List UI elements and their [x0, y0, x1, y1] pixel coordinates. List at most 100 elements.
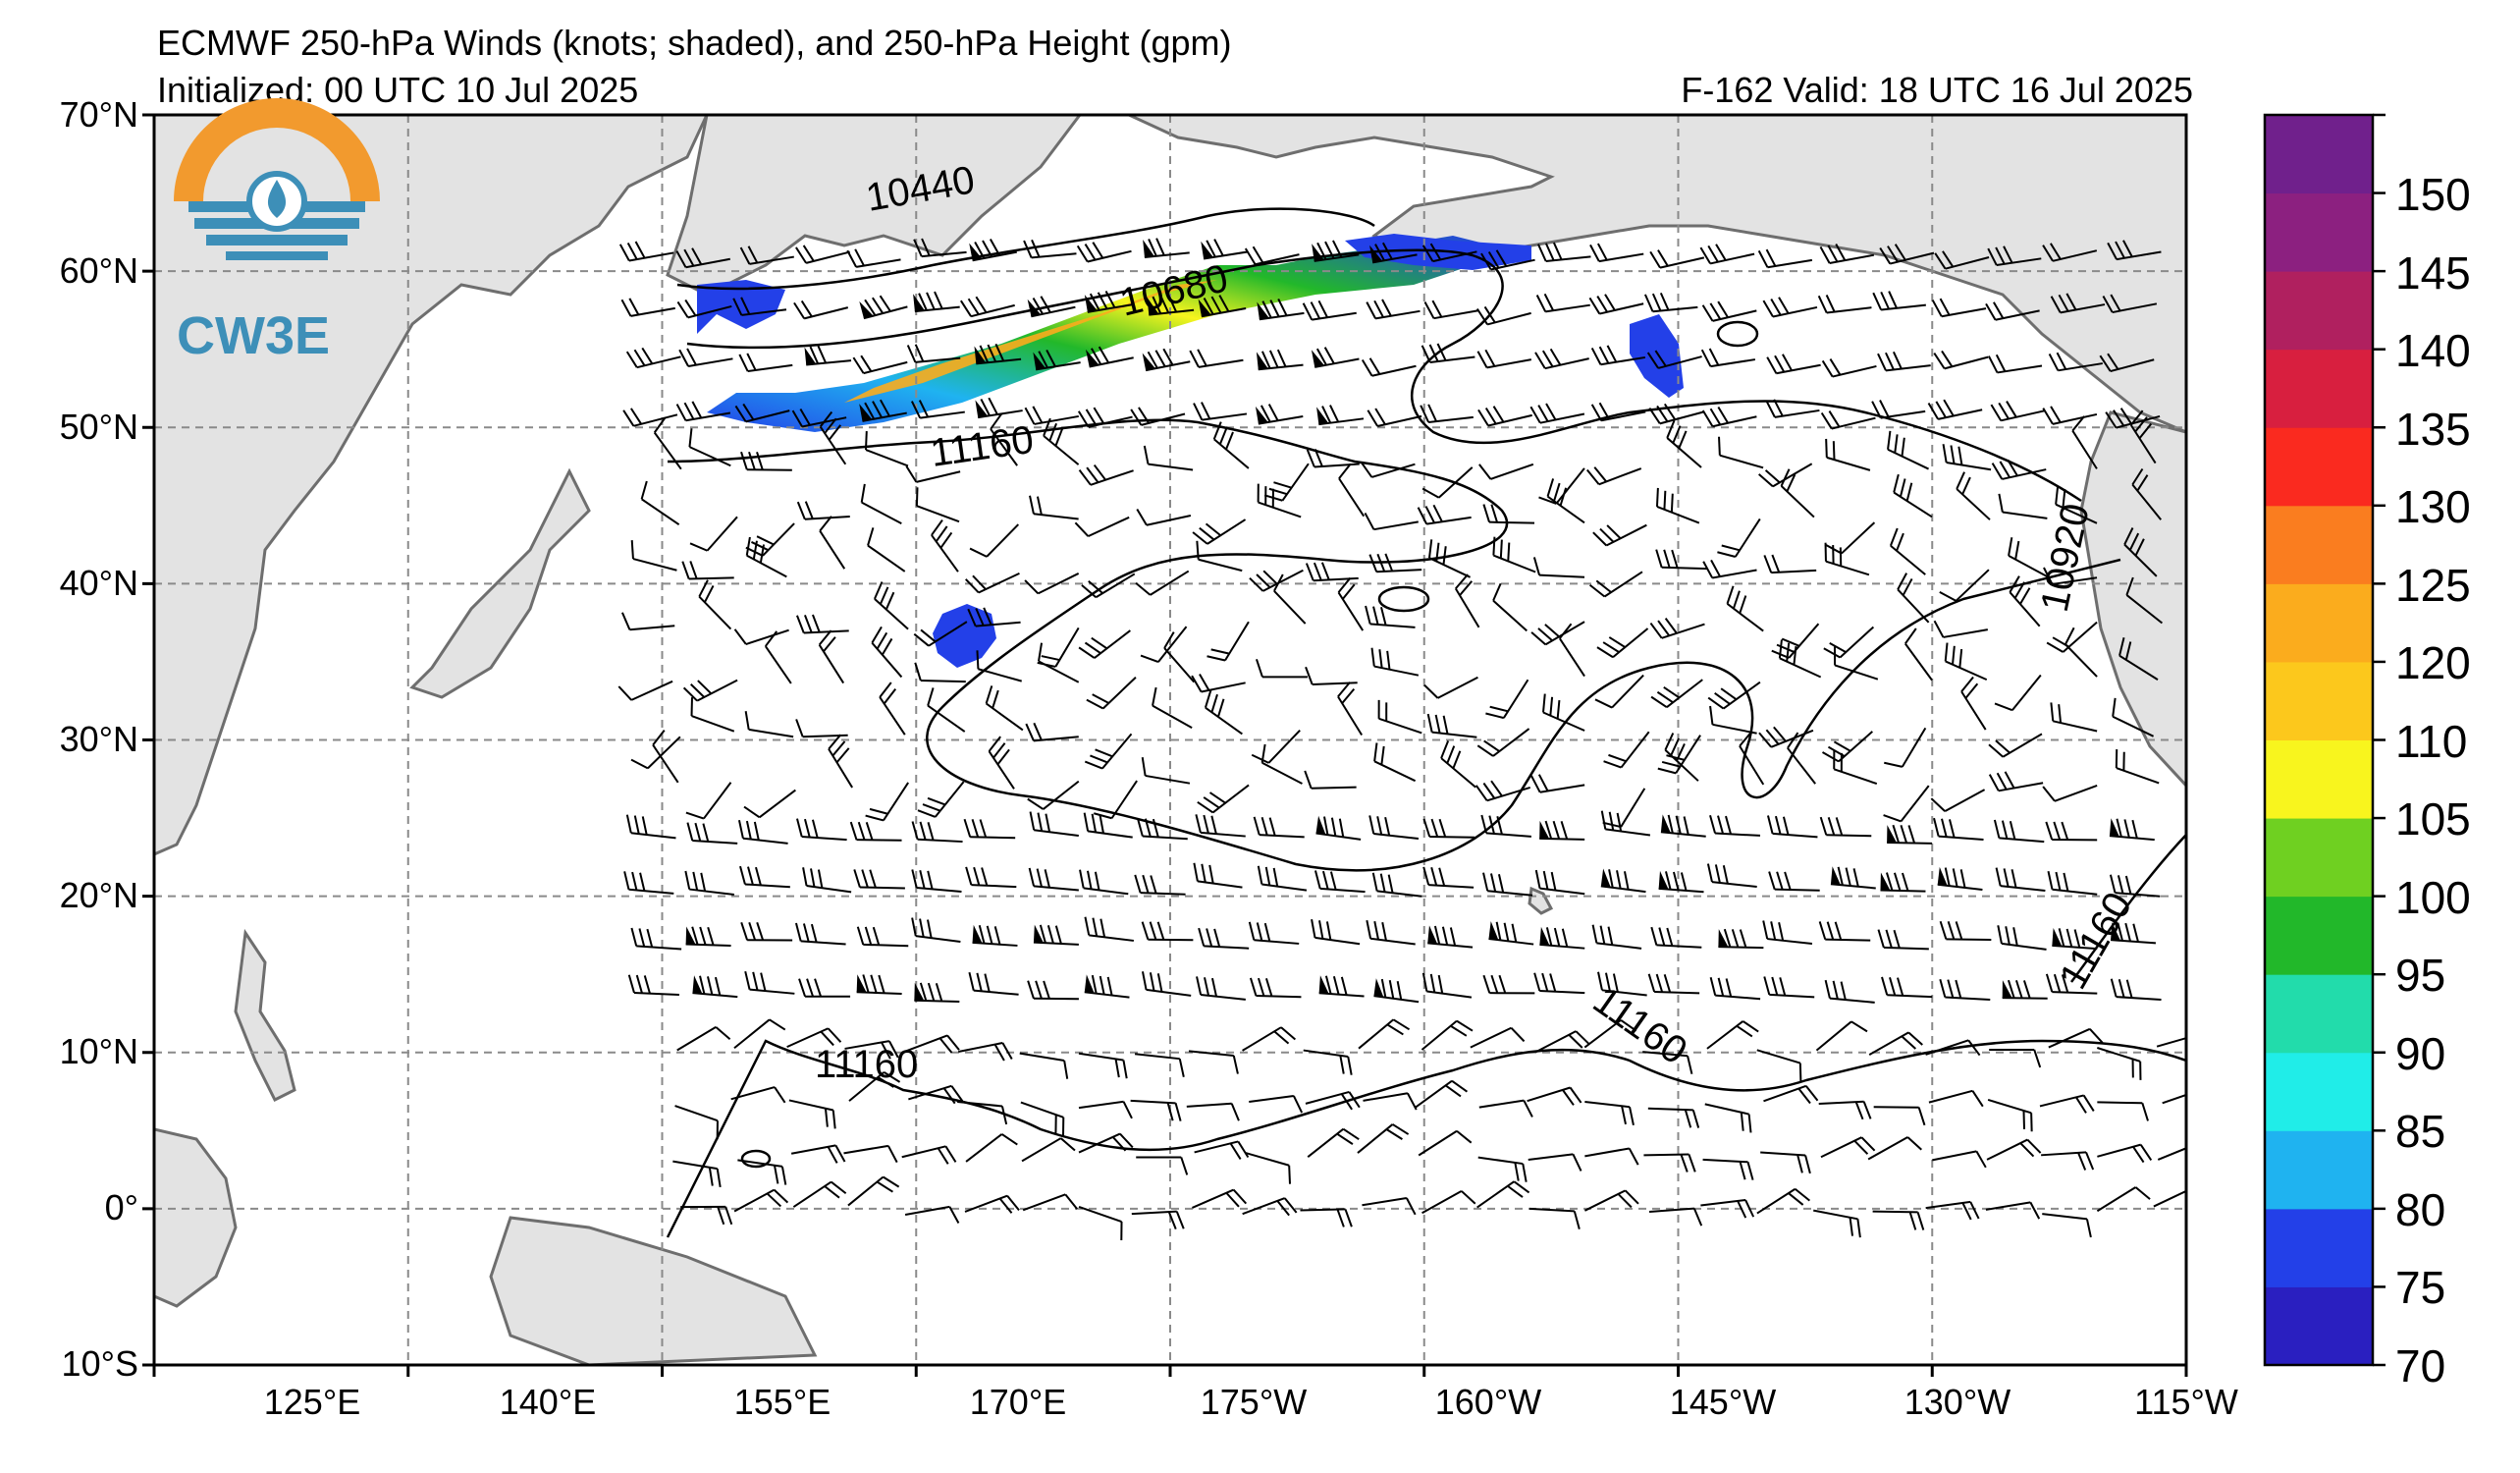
wind-barb	[2105, 408, 2161, 429]
colorbar-segment	[2265, 271, 2373, 351]
wind-barb	[625, 347, 681, 369]
wind-barb	[1758, 463, 1813, 488]
wind-barb	[1650, 926, 1702, 949]
chart-title: ECMWF 250-hPa Winds (knots; shaded), and…	[157, 23, 1232, 63]
wind-barb	[1029, 495, 1079, 520]
wind-barb	[1303, 1049, 1353, 1075]
wind-barb	[1306, 448, 1360, 468]
wind-barb	[737, 819, 788, 845]
wind-barb	[1364, 512, 1419, 531]
wind-barb	[1768, 871, 1820, 892]
wind-barb	[1535, 293, 1590, 313]
wind-barb	[1758, 726, 1814, 748]
wind-barb	[1995, 867, 2046, 892]
wind-barb	[988, 736, 1015, 790]
wind-barbs	[617, 238, 2186, 1241]
wind-barb	[676, 299, 732, 319]
wind-barb	[1600, 868, 1646, 894]
wind-barb	[686, 822, 738, 845]
wind-barb	[1257, 865, 1308, 892]
colorbar-label: 150	[2395, 169, 2471, 220]
wind-barb	[819, 410, 847, 465]
wind-barb	[1093, 780, 1138, 820]
colorbar-segment	[2265, 818, 2373, 898]
wind-barb	[1367, 408, 1422, 428]
wind-barb	[1932, 1150, 1987, 1169]
wind-barb	[1988, 771, 2044, 792]
wind-barb	[879, 682, 906, 736]
wind-barb	[2110, 922, 2157, 945]
lat-label: 0°	[105, 1187, 138, 1228]
wind-barb	[1939, 978, 1991, 1001]
wind-barb	[1368, 553, 1422, 573]
wind-barb	[965, 866, 1017, 889]
wind-barb	[1141, 971, 1192, 997]
wind-barb	[1477, 1156, 1528, 1182]
wind-barb	[2041, 1151, 2095, 1171]
wind-barb	[915, 487, 960, 523]
wind-barb	[2107, 240, 2162, 261]
wind-barb	[1476, 1180, 1530, 1209]
wind-barb	[1706, 863, 1757, 889]
wind-barb	[1942, 444, 1992, 471]
wind-barb	[1192, 1188, 1248, 1209]
wind-barb	[1821, 358, 1877, 378]
wind-barb	[1956, 471, 1991, 520]
wind-barb	[2043, 567, 2098, 585]
wind-barb	[1709, 976, 1761, 1001]
wind-barb	[963, 818, 1016, 840]
wind-barb	[914, 982, 960, 1003]
lat-label: 20°N	[60, 875, 138, 915]
wind-shading	[697, 234, 1684, 668]
wind-barb	[1421, 243, 1477, 263]
wind-barb	[1881, 976, 1933, 999]
wind-barb	[908, 1084, 964, 1105]
wind-barb	[1196, 540, 1243, 573]
wind-barb	[911, 821, 963, 844]
longitude-labels: 125°E 140°E 155°E 170°E 175°W 160°W 145°…	[264, 1382, 2238, 1422]
lat-lon-grid	[154, 115, 2186, 1365]
wind-barb	[1702, 1158, 1754, 1180]
wind-barb	[620, 298, 675, 317]
colorbar: 150 145 140 135 130 125 120 110 105 100 …	[2263, 113, 2471, 1391]
wind-barb	[672, 1160, 722, 1188]
wind-barb	[1371, 872, 1422, 898]
wind-barb	[1078, 1206, 1123, 1241]
wind-barb	[873, 581, 909, 630]
wind-barb	[1197, 784, 1250, 814]
wind-barb	[828, 734, 854, 789]
wind-barb	[1928, 1089, 1984, 1108]
wind-barb	[1027, 980, 1079, 1001]
wind-barb	[860, 483, 902, 525]
wind-barb	[739, 865, 790, 889]
wind-barb	[1763, 1084, 1819, 1105]
wind-barb	[1029, 811, 1079, 838]
latitude-labels: 70°N 60°N 50°N 40°N 30°N 20°N 10°N 0° 10…	[60, 94, 138, 1384]
wind-barb	[1476, 728, 1530, 757]
wind-barb	[1931, 298, 1987, 318]
wind-barb	[1739, 731, 1765, 786]
wind-barb	[1256, 659, 1308, 679]
wind-barb	[914, 662, 966, 683]
wind-barb	[1136, 817, 1188, 841]
wind-barb	[1756, 1049, 1802, 1082]
colorbar-segment	[2265, 1130, 2373, 1210]
wind-barb	[1421, 466, 1474, 499]
wind-barb	[904, 1205, 960, 1224]
wind-barb	[740, 451, 792, 471]
wind-barb	[1591, 924, 1642, 950]
wind-barb	[1718, 436, 1764, 469]
wind-barb	[692, 975, 738, 999]
wind-barb	[1033, 924, 1079, 946]
wind-barb	[1833, 750, 1878, 786]
wind-barb	[1316, 405, 1365, 426]
wind-barb	[1194, 1140, 1250, 1160]
wind-barb	[1583, 1019, 1637, 1049]
wind-barb	[2115, 749, 2160, 785]
wind-barb	[1897, 573, 1930, 624]
wind-barb	[864, 431, 909, 467]
wind-barb	[1421, 972, 1473, 999]
wind-barb	[1078, 464, 1134, 486]
wind-barb	[2123, 527, 2158, 577]
wind-barb	[1084, 916, 1135, 942]
